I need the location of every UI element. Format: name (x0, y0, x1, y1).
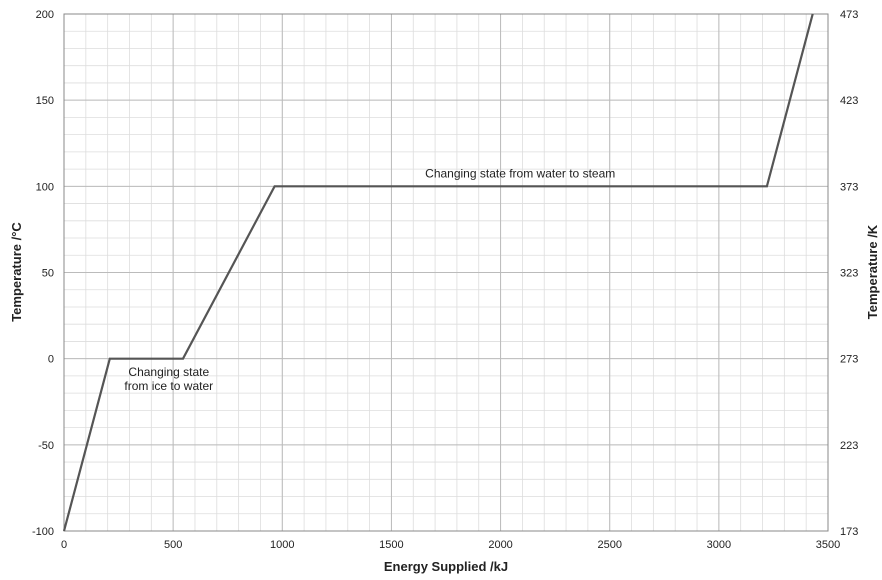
annotation-text: Changing state (128, 365, 209, 379)
y2-tick-label: 473 (840, 9, 858, 21)
y-tick-label: 100 (36, 181, 54, 193)
axes (63, 13, 829, 532)
y-tick-label: 200 (36, 9, 54, 21)
y-axis-title: Temperature /°C (9, 222, 24, 322)
y2-tick-labels: 173 223 273 323 373 423 473 (840, 9, 858, 538)
y2-tick-label: 423 (840, 95, 858, 107)
y2-tick-label: 223 (840, 440, 858, 452)
y2-tick-label: 373 (840, 181, 858, 193)
grid (63, 13, 829, 532)
x-tick-label: 2500 (597, 539, 621, 551)
x-tick-label: 1000 (270, 539, 294, 551)
annotation-text: Changing state from water to steam (425, 167, 615, 181)
y2-tick-label: 273 (840, 354, 858, 366)
y-tick-label: 0 (48, 354, 54, 366)
x-tick-label: 2000 (488, 539, 512, 551)
x-axis-title: Energy Supplied /kJ (384, 559, 508, 574)
x-tick-label: 0 (61, 539, 67, 551)
x-tick-label: 500 (164, 539, 182, 551)
y-tick-labels: -100 -50 0 50 100 150 200 (32, 9, 54, 538)
y2-axis-title: Temperature /K (865, 224, 880, 319)
y2-tick-label: 173 (840, 526, 858, 538)
x-tick-label: 1500 (379, 539, 403, 551)
x-tick-labels: 0 500 1000 1500 2000 2500 3000 3500 (61, 539, 840, 551)
x-tick-label: 3000 (707, 539, 731, 551)
x-tick-label: 3500 (816, 539, 840, 551)
y-tick-label: 50 (42, 268, 54, 280)
series-line (62, 13, 814, 532)
y-tick-label: -100 (32, 526, 54, 538)
annotation-text: from ice to water (124, 379, 213, 393)
y-tick-label: 150 (36, 95, 54, 107)
plot-frame (63, 13, 829, 532)
y-tick-label: -50 (38, 440, 54, 452)
series-layer (62, 13, 814, 532)
y2-tick-label: 323 (840, 268, 858, 280)
